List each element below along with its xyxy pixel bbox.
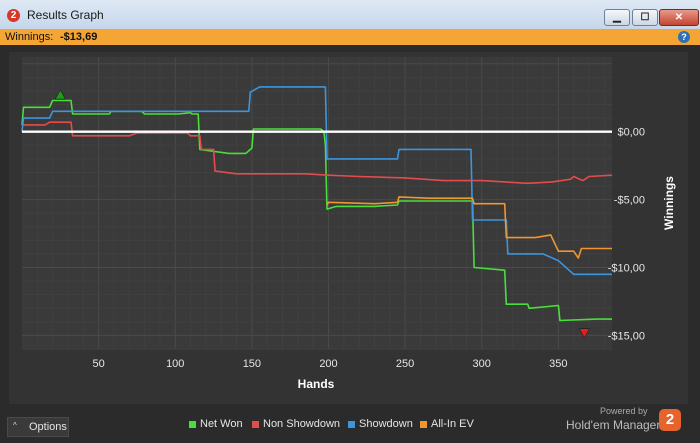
legend-label: Net Won [200,418,243,430]
series-line-showdown [21,86,612,276]
legend-swatch [189,421,196,428]
results-chart: 50 100 150 200 250 300 350 $0,00 -$5,00 -$10,00 -… [21,57,676,391]
max-marker-icon [54,89,66,100]
x-axis-label: Hands [298,377,335,391]
marker-layer [54,89,590,339]
y-tick-label: -$5,00 [614,195,645,207]
series-layer [21,86,613,322]
y-axis-ticks: $0,00 -$5,00 -$10,00 -$15,00 [608,127,645,343]
powered-by-text: Powered by [600,406,648,416]
bottom-bar: ^ Options Net Won Non Showdown Showdown … [0,406,700,443]
minimize-button[interactable]: ▁ [604,9,630,26]
winnings-label: Winnings: [5,31,54,43]
close-button[interactable]: ✕ [659,9,699,26]
winnings-bar: Winnings: -$13,69 ? [0,30,700,45]
help-icon[interactable]: ? [678,31,690,43]
minimize-icon: ▁ [613,12,621,23]
maximize-icon: ☐ [640,12,650,23]
brand-logo-icon: 2 [659,409,681,431]
x-tick-label: 50 [92,358,104,370]
legend-label: All-In EV [431,418,474,430]
x-tick-label: 350 [549,358,567,370]
x-tick-label: 300 [473,358,491,370]
x-axis-ticks: 50 100 150 200 250 300 350 [92,358,567,370]
close-icon: ✕ [674,12,684,23]
app-logo-icon: 2 [7,9,20,22]
x-tick-label: 100 [166,358,184,370]
x-tick-label: 200 [319,358,337,370]
legend-label: Showdown [359,418,413,430]
legend-swatch [348,421,355,428]
plot-area [22,57,612,349]
y-tick-label: -$10,00 [608,263,645,275]
window-title: Results Graph [27,8,104,22]
winnings-value: -$13,69 [60,31,98,43]
series-line-all-in-ev [326,196,612,259]
options-button[interactable]: ^ Options [7,417,69,437]
legend-swatch [252,421,259,428]
y-tick-label: -$15,00 [608,330,645,342]
legend-swatch [420,421,427,428]
x-tick-label: 250 [396,358,414,370]
maximize-button[interactable]: ☐ [632,9,658,26]
brand-name: Hold'em Manager [566,418,661,432]
y-tick-label: $0,00 [617,127,645,139]
y-axis-label: Winnings [662,176,676,230]
x-tick-label: 150 [243,358,261,370]
series-line-net-won [21,99,612,322]
chevron-up-icon: ^ [13,421,17,430]
options-label: Options [29,421,67,433]
legend-label: Non Showdown [263,418,341,430]
min-marker-icon [578,328,590,339]
title-bar: 2 Results Graph ▁ ☐ ✕ [0,0,700,30]
